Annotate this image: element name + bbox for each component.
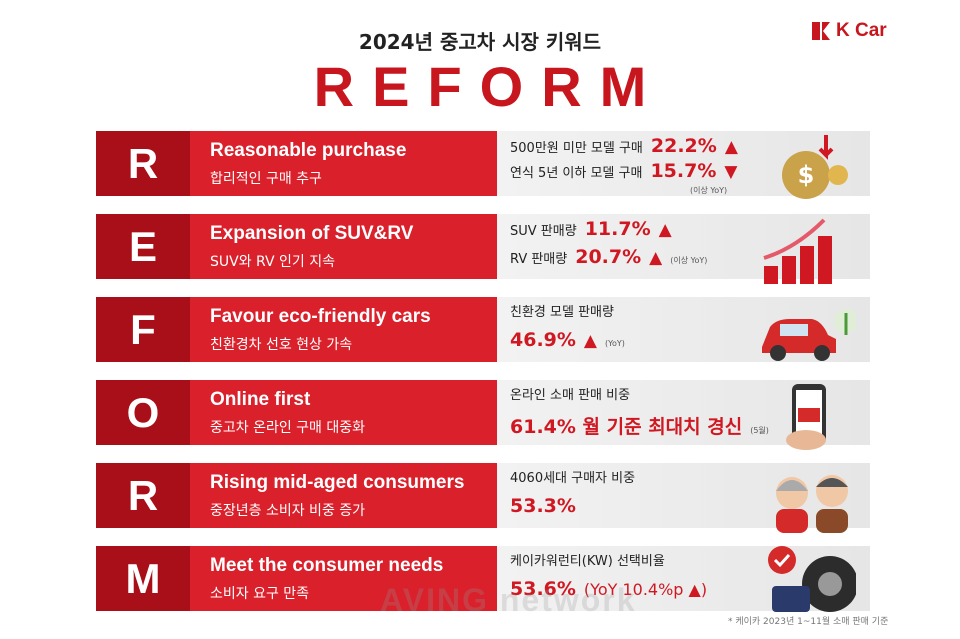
band: [190, 463, 497, 528]
stat-label: 친환경 모델 판매량: [510, 305, 614, 320]
stat-arrow: ▲: [658, 220, 672, 240]
stat-line: 46.9% ▲ (YoY): [510, 329, 625, 357]
stat-line: SUV 판매량 11.7% ▲: [510, 218, 707, 246]
stat-line: 53.6% (YoY 10.4%p ▲): [510, 578, 707, 606]
stat-line: 케이카워런티(KW) 선택비율: [510, 550, 707, 578]
title-ko: 친환경차 선호 현상 가속: [210, 337, 353, 353]
keyword-row: F Favour eco-friendly cars 친환경차 선호 현상 가속 친환…: [96, 297, 870, 362]
stat-value: 22.2%: [650, 135, 717, 157]
stat-value: 46.9%: [510, 329, 576, 351]
letter: M: [96, 546, 190, 611]
logo-text: K Car: [836, 20, 887, 41]
illustration: [768, 546, 856, 612]
illustration: [776, 475, 848, 533]
letter: R: [96, 463, 190, 528]
keyword-row: R Reasonable purchase 합리적인 구매 추구 500만원 미만 모…: [96, 131, 870, 199]
letter: F: [96, 297, 190, 362]
footnote: * 케이카 2023년 1~11월 소매 판매 기준: [728, 617, 889, 627]
stat-label: 연식 5년 이하 모델 구매: [510, 166, 643, 181]
keyword-row: R Rising mid-aged consumers 중장년층 소비자 비중 증가…: [96, 463, 870, 533]
stat-value: 20.7%: [575, 246, 642, 268]
stat-value: 53.6%: [510, 578, 576, 600]
illustration: $: [782, 135, 848, 199]
stat-value: 61.4% 월 기준 최대치 경신: [510, 416, 743, 438]
logo: K Car: [812, 20, 887, 42]
stat-label: 500만원 미만 모델 구매: [510, 141, 643, 156]
title-en: Reasonable purchase: [210, 140, 407, 161]
band: [190, 546, 497, 611]
band: [190, 380, 497, 445]
watermark: AVING network: [380, 582, 637, 618]
stats: SUV 판매량 11.7% ▲ RV 판매량 20.7% ▲ (이상 YoY): [510, 218, 707, 274]
band: [190, 297, 497, 362]
stat-label: 케이카워런티(KW) 선택비율: [510, 554, 665, 569]
stat-line: 4060세대 구매자 비중: [510, 467, 635, 495]
stats: 온라인 소매 판매 비중 61.4% 월 기준 최대치 경신 (5월): [510, 384, 769, 440]
stat-line: (이상 YoY): [510, 185, 738, 197]
title-ko: 중장년층 소비자 비중 증가: [210, 503, 366, 519]
stat-line: 61.4% 월 기준 최대치 경신 (5월): [510, 412, 769, 440]
stat-line: 53.3%: [510, 495, 635, 523]
stat-arrow: ▲: [649, 248, 663, 268]
keyword-row: O Online first 중고차 온라인 구매 대중화 온라인 소매 판매 비중 6…: [96, 380, 870, 450]
stat-note: (이상 YoY): [690, 186, 728, 195]
stat-label: 온라인 소매 판매 비중: [510, 388, 631, 403]
stats: 케이카워런티(KW) 선택비율 53.6% (YoY 10.4%p ▲): [510, 550, 707, 606]
band: [190, 214, 497, 279]
svg-text:$: $: [798, 161, 815, 189]
stat-arrow: ▲: [583, 331, 597, 351]
title-en: Expansion of SUV&RV: [210, 223, 414, 244]
stat-arrow: ▲: [724, 137, 738, 157]
logo-mark: [812, 22, 830, 40]
stat-value: 15.7%: [650, 160, 717, 182]
title-en: Online first: [210, 389, 311, 410]
stat-note: (5월): [750, 426, 769, 435]
stats: 500만원 미만 모델 구매 22.2% ▲ 연식 5년 이하 모델 구매 15.7% ▼…: [510, 135, 738, 197]
stat-note: (이상 YoY): [670, 256, 708, 265]
title-en: Meet the consumer needs: [210, 555, 444, 576]
illustration: [786, 384, 826, 450]
stat-arrow: ▼: [724, 162, 738, 182]
title: REFORM: [313, 55, 665, 118]
subtitle: 2024년 중고차 시장 키워드: [358, 30, 602, 54]
stat-value: 53.3%: [510, 495, 576, 517]
title-ko: 합리적인 구매 추구: [210, 171, 322, 187]
stat-label: SUV 판매량: [510, 224, 577, 239]
letter: R: [96, 131, 190, 196]
keyword-row: E Expansion of SUV&RV SUV와 RV 인기 지속 SUV 판매량…: [96, 214, 870, 284]
stat-line: 온라인 소매 판매 비중: [510, 384, 769, 412]
title-ko: 소비자 요구 만족: [210, 586, 310, 602]
stats: 친환경 모델 판매량 46.9% ▲ (YoY): [510, 301, 625, 357]
title-ko: SUV와 RV 인기 지속: [210, 254, 336, 270]
letter: O: [96, 380, 190, 445]
stat-detail: (YoY 10.4%p ▲): [583, 580, 708, 599]
band: [190, 131, 497, 196]
stat-line: RV 판매량 20.7% ▲ (이상 YoY): [510, 246, 707, 274]
stats: 4060세대 구매자 비중 53.3%: [510, 467, 635, 523]
stat-label: RV 판매량: [510, 252, 568, 267]
stat-value: 11.7%: [584, 218, 651, 240]
stat-line: 연식 5년 이하 모델 구매 15.7% ▼: [510, 160, 738, 185]
title-en: Rising mid-aged consumers: [210, 472, 465, 493]
stat-note: (YoY): [605, 339, 625, 348]
letter: E: [96, 214, 190, 279]
stat-label: 4060세대 구매자 비중: [510, 471, 636, 486]
stat-line: 500만원 미만 모델 구매 22.2% ▲: [510, 135, 738, 160]
title-ko: 중고차 온라인 구매 대중화: [210, 420, 366, 436]
illustration: [762, 309, 856, 361]
keyword-row: M Meet the consumer needs 소비자 요구 만족 케이카워런티(…: [96, 546, 870, 612]
stat-line: 친환경 모델 판매량: [510, 301, 625, 329]
title-en: Favour eco-friendly cars: [210, 306, 431, 327]
illustration: [763, 218, 832, 284]
